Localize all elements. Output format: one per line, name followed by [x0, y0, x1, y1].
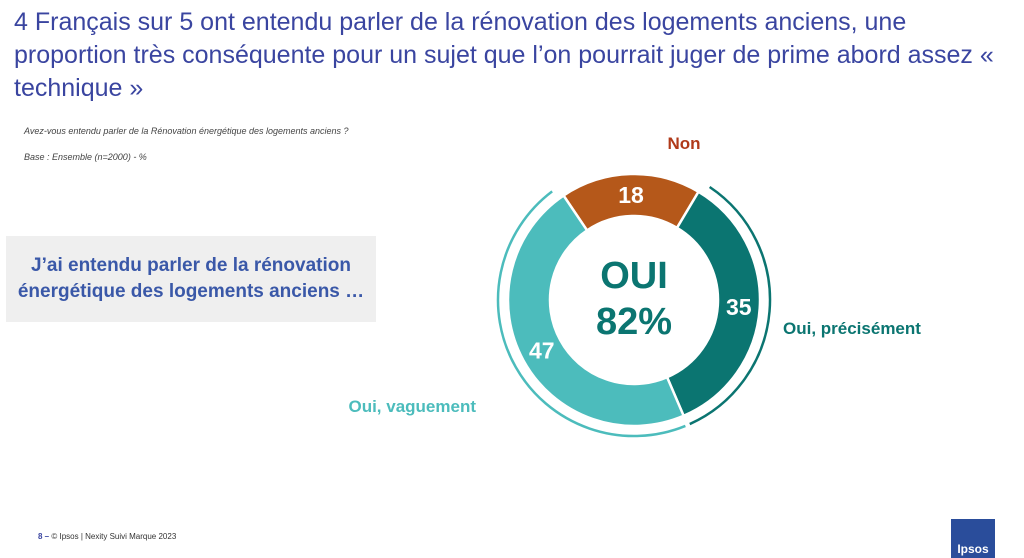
page-number: 8 –: [38, 532, 50, 541]
legend-label-vaguement: Oui, vaguement: [348, 397, 476, 416]
footer: 8 – © Ipsos | Nexity Suivi Marque 2023: [38, 532, 176, 541]
legend-label-non: Non: [667, 134, 700, 153]
callout-box: J’ai entendu parler de la rénovation éne…: [6, 236, 376, 322]
slice-oui-vaguement: [506, 193, 686, 428]
footer-text: © Ipsos | Nexity Suivi Marque 2023: [51, 532, 177, 541]
value-label-vaguement: 47: [529, 337, 555, 363]
value-label-precisement: 35: [726, 294, 752, 320]
page-title: 4 Français sur 5 ont entendu parler de l…: [14, 8, 994, 102]
center-oui-label: OUI: [600, 255, 668, 297]
sample-base: Base : Ensemble (n=2000) - %: [24, 152, 147, 162]
legend-label-precisement: Oui, précisément: [783, 319, 921, 338]
value-label-non: 18: [618, 182, 644, 208]
bracket-precisement: [689, 185, 772, 426]
slice-oui-precisement: [665, 190, 762, 418]
ipsos-logo: Ipsos: [951, 519, 995, 558]
callout-text: J’ai entendu parler de la rénovation éne…: [17, 255, 365, 302]
survey-question: Avez-vous entendu parler de la Rénovatio…: [24, 126, 349, 136]
bracket-vaguement: [496, 190, 686, 438]
center-oui-value: 82%: [596, 301, 672, 343]
